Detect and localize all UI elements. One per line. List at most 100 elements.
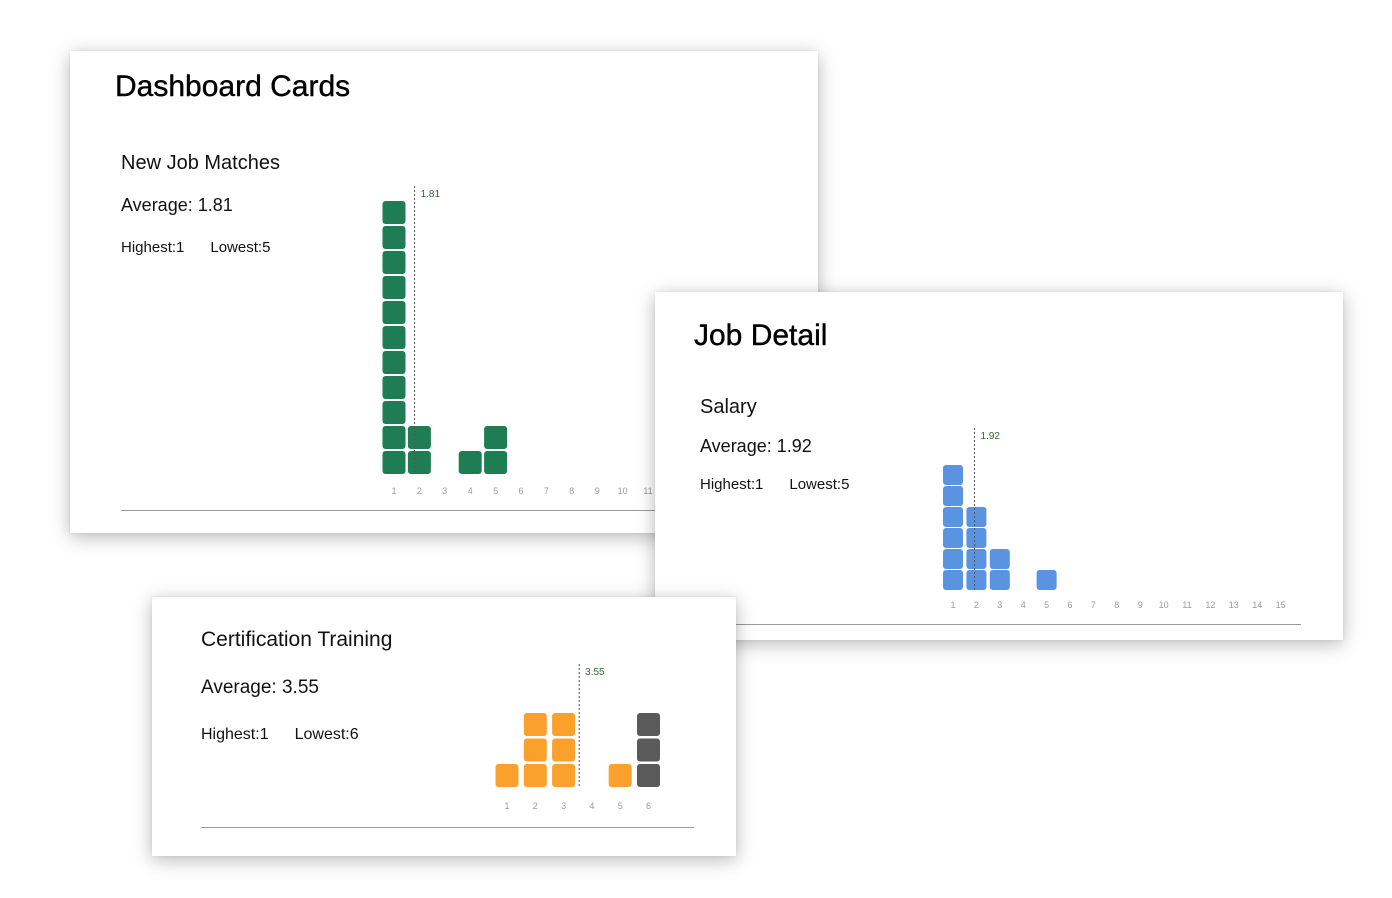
bar-block-1-4 bbox=[382, 376, 406, 399]
bar-block-3-2 bbox=[552, 738, 576, 762]
card-title: Certification Training bbox=[201, 628, 393, 651]
bar-block-5-1 bbox=[608, 764, 632, 787]
bar-block-6-2 bbox=[637, 738, 660, 762]
tick-label-3: 3 bbox=[442, 486, 447, 496]
tick-label-7: 7 bbox=[1091, 600, 1096, 610]
bar-block-3-2 bbox=[989, 549, 1010, 569]
tick-label-5: 5 bbox=[618, 801, 623, 811]
bar-block-1-11 bbox=[382, 201, 406, 224]
tick-label-1: 1 bbox=[950, 600, 955, 610]
tick-label-5: 5 bbox=[1044, 600, 1049, 610]
bar-block-1-2 bbox=[382, 426, 406, 449]
bar-block-1-4 bbox=[943, 507, 963, 527]
tick-label-12: 12 bbox=[1205, 600, 1215, 610]
tick-label-3: 3 bbox=[561, 801, 566, 811]
tick-label-9: 9 bbox=[1138, 600, 1143, 610]
tick-label-7: 7 bbox=[544, 486, 549, 496]
bar-block-1-6 bbox=[943, 465, 963, 485]
range-text: Highest:1 Lowest:5 bbox=[700, 476, 849, 493]
tick-label-14: 14 bbox=[1252, 600, 1262, 610]
tick-label-10: 10 bbox=[618, 486, 628, 496]
card-baseline bbox=[736, 624, 1301, 625]
bar-block-1-2 bbox=[943, 549, 963, 569]
tick-label-2: 2 bbox=[417, 486, 422, 496]
bar-block-3-3 bbox=[552, 713, 576, 736]
certification-training-panel: Certification Training Average: 3.55 Hig… bbox=[152, 597, 736, 856]
tick-label-9: 9 bbox=[595, 486, 600, 496]
bar-block-2-3 bbox=[523, 713, 547, 736]
average-label: 1.81 bbox=[421, 189, 441, 200]
bar-block-1-5 bbox=[943, 486, 963, 506]
bar-block-6-1 bbox=[637, 764, 660, 787]
bar-block-1-6 bbox=[382, 326, 406, 349]
highest-text: Highest:1 bbox=[201, 726, 269, 743]
tick-label-11: 11 bbox=[1182, 600, 1191, 610]
average-text: Average: 1.81 bbox=[121, 195, 233, 215]
bar-block-1-1 bbox=[382, 451, 406, 474]
certification-training-chart: 1 2 3 4 5 6 3.55 bbox=[495, 664, 660, 811]
job-detail-panel: Job Detail Salary Average: 1.92 Highest:… bbox=[655, 292, 1343, 640]
tick-label-6: 6 bbox=[1067, 600, 1072, 610]
panel-title: Dashboard Cards bbox=[115, 70, 351, 103]
highest-text: Highest:1 bbox=[700, 476, 764, 493]
bar-block-1-5 bbox=[382, 351, 406, 374]
bar-block-2-1 bbox=[966, 570, 987, 590]
tick-label-8: 8 bbox=[1114, 600, 1119, 610]
tick-label-2: 2 bbox=[533, 801, 538, 811]
salary-chart: 1 2 3 4 5 6 7 8 9 10 11 12 13 14 151.92 bbox=[943, 428, 1286, 610]
bar-block-2-2 bbox=[523, 738, 547, 762]
average-text: Average: 3.55 bbox=[201, 677, 319, 698]
bar-block-5-1 bbox=[484, 451, 508, 474]
tick-label-15: 15 bbox=[1276, 600, 1286, 610]
lowest-text: Lowest:6 bbox=[294, 726, 359, 743]
tick-label-4: 4 bbox=[1021, 600, 1026, 610]
lowest-text: Lowest:5 bbox=[210, 239, 271, 256]
tick-label-1: 1 bbox=[391, 486, 396, 496]
card-baseline bbox=[121, 510, 681, 511]
tick-label-4: 4 bbox=[589, 801, 594, 811]
bar-block-1-1 bbox=[495, 764, 519, 787]
tick-label-1: 1 bbox=[504, 801, 509, 811]
tick-label-6: 6 bbox=[646, 801, 651, 811]
bar-block-4-1 bbox=[458, 451, 482, 474]
bar-block-2-2 bbox=[407, 426, 431, 449]
average-text: Average: 1.92 bbox=[700, 436, 812, 456]
range-text: Highest:1 Lowest:6 bbox=[201, 726, 359, 744]
bar-block-1-7 bbox=[382, 301, 406, 324]
bar-block-1-1 bbox=[943, 570, 963, 590]
tick-label-2: 2 bbox=[974, 600, 979, 610]
tick-label-13: 13 bbox=[1229, 600, 1239, 610]
new-job-matches-chart: 1 2 3 4 5 6 7 8 9 10 11 1.81 bbox=[382, 186, 653, 496]
bar-block-2-2 bbox=[966, 549, 987, 569]
bar-block-1-3 bbox=[382, 401, 406, 424]
tick-label-11: 11 bbox=[643, 486, 652, 496]
card-title: Salary bbox=[700, 396, 757, 418]
bar-block-2-4 bbox=[966, 507, 987, 527]
bar-block-3-1 bbox=[989, 570, 1010, 590]
panel-title: Job Detail bbox=[694, 319, 828, 352]
tick-label-6: 6 bbox=[518, 486, 523, 496]
bar-block-1-8 bbox=[382, 276, 406, 299]
bar-block-2-1 bbox=[407, 451, 431, 474]
bar-block-6-3 bbox=[637, 713, 660, 736]
bar-block-5-1 bbox=[1036, 570, 1057, 590]
average-label: 1.92 bbox=[981, 431, 1001, 442]
average-label: 3.55 bbox=[585, 667, 605, 678]
lowest-text: Lowest:5 bbox=[789, 476, 850, 493]
bar-block-2-3 bbox=[966, 528, 987, 548]
tick-label-3: 3 bbox=[997, 600, 1002, 610]
bar-block-2-1 bbox=[523, 764, 547, 787]
bar-block-1-3 bbox=[943, 528, 963, 548]
card-title: New Job Matches bbox=[121, 152, 280, 174]
bar-block-5-2 bbox=[484, 426, 508, 449]
tick-label-5: 5 bbox=[493, 486, 498, 496]
bar-block-1-9 bbox=[382, 251, 406, 274]
highest-text: Highest:1 bbox=[121, 239, 185, 256]
tick-label-8: 8 bbox=[569, 486, 574, 496]
bar-block-3-1 bbox=[552, 764, 576, 787]
range-text: Highest:1 Lowest:5 bbox=[121, 239, 270, 256]
bar-block-1-10 bbox=[382, 226, 406, 249]
tick-label-4: 4 bbox=[468, 486, 473, 496]
card-baseline bbox=[201, 827, 694, 828]
tick-label-10: 10 bbox=[1159, 600, 1169, 610]
